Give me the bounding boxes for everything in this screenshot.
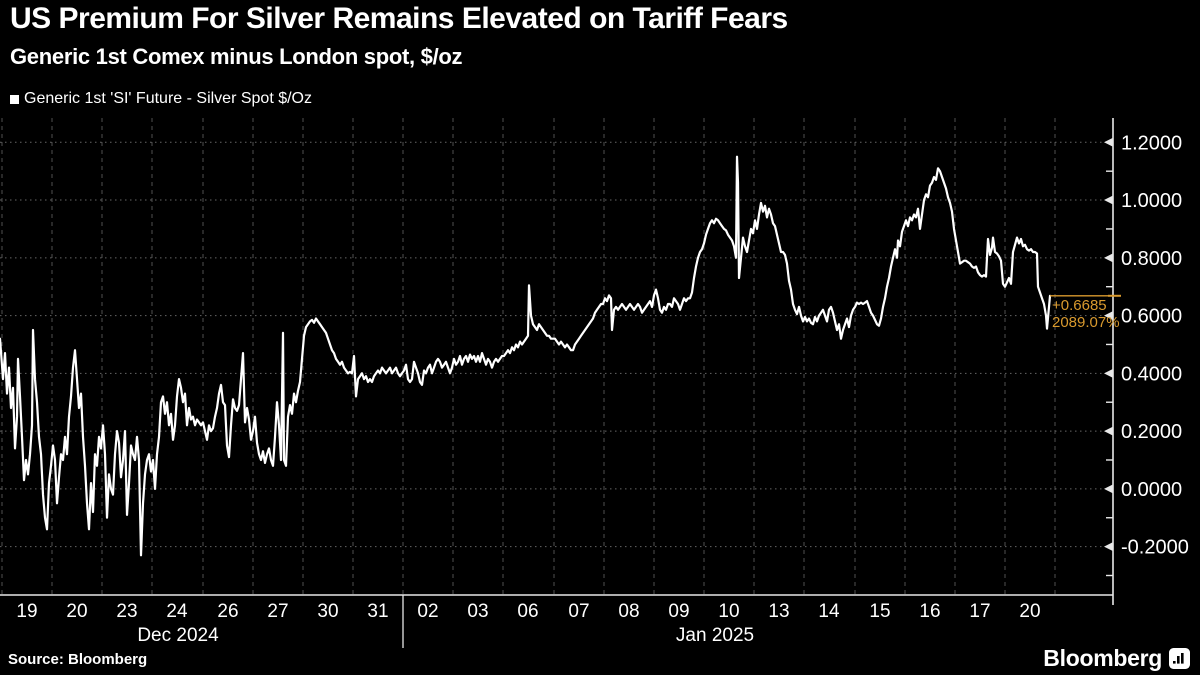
svg-text:24: 24 [166,601,188,622]
chart-subtitle: Generic 1st Comex minus London spot, $/o… [10,44,463,69]
bloomberg-logo-icon [1169,648,1190,669]
axes [0,118,1114,648]
svg-text:Jan 2025: Jan 2025 [676,625,754,646]
svg-text:27: 27 [267,601,288,622]
svg-text:10: 10 [718,601,739,622]
svg-text:08: 08 [618,601,639,622]
svg-text:20: 20 [66,601,87,622]
svg-text:13: 13 [768,601,789,622]
svg-text:0.2000: 0.2000 [1121,421,1182,443]
svg-text:0.8000: 0.8000 [1121,248,1182,270]
svg-text:19: 19 [16,601,37,622]
source-attribution: Source: Bloomberg [8,651,148,668]
legend-swatch-icon [10,94,19,104]
svg-text:02: 02 [417,601,438,622]
svg-text:16: 16 [919,601,940,622]
svg-text:0.4000: 0.4000 [1121,363,1182,385]
svg-text:0.0000: 0.0000 [1121,479,1182,501]
svg-text:03: 03 [467,601,488,622]
svg-text:07: 07 [568,601,589,622]
svg-text:30: 30 [317,601,338,622]
page-title: US Premium For Silver Remains Elevated o… [10,2,788,35]
horizontal-gridlines [0,141,1113,548]
svg-text:17: 17 [969,601,990,622]
svg-text:26: 26 [217,601,238,622]
legend-label: Generic 1st 'SI' Future - Silver Spot $/… [24,90,312,107]
svg-text:-0.2000: -0.2000 [1121,537,1189,559]
svg-text:14: 14 [818,601,840,622]
svg-text:20: 20 [1019,601,1040,622]
svg-text:09: 09 [668,601,689,622]
y-axis-ticks [1104,137,1113,577]
svg-text:23: 23 [116,601,137,622]
bloomberg-logo: Bloomberg [1043,645,1190,672]
svg-text:Dec 2024: Dec 2024 [137,625,219,646]
legend: Generic 1st 'SI' Future - Silver Spot $/… [10,90,312,108]
last-price-percent: 2089.07% [1052,313,1120,331]
x-axis-labels: 19 20 23 24 26 27 30 31 02 03 06 07 08 09 10 13 14 15 16 17… [16,601,1040,622]
svg-text:06: 06 [517,601,538,622]
svg-text:1.0000: 1.0000 [1121,190,1182,212]
svg-text:1.2000: 1.2000 [1121,132,1182,154]
svg-text:15: 15 [869,601,890,622]
y-axis-labels: 1.2000 1.0000 0.8000 0.6000 0.4000 0.2000 0.00… [1121,132,1189,558]
month-labels: Dec 2024 Jan 2025 [137,625,754,646]
svg-text:31: 31 [367,601,388,622]
series-line [0,155,1052,557]
vertical-gridlines [1,118,1056,595]
svg-text:0.6000: 0.6000 [1121,306,1182,328]
bloomberg-logo-text: Bloomberg [1043,645,1162,671]
last-price-value: +0.6685 [1052,296,1107,314]
